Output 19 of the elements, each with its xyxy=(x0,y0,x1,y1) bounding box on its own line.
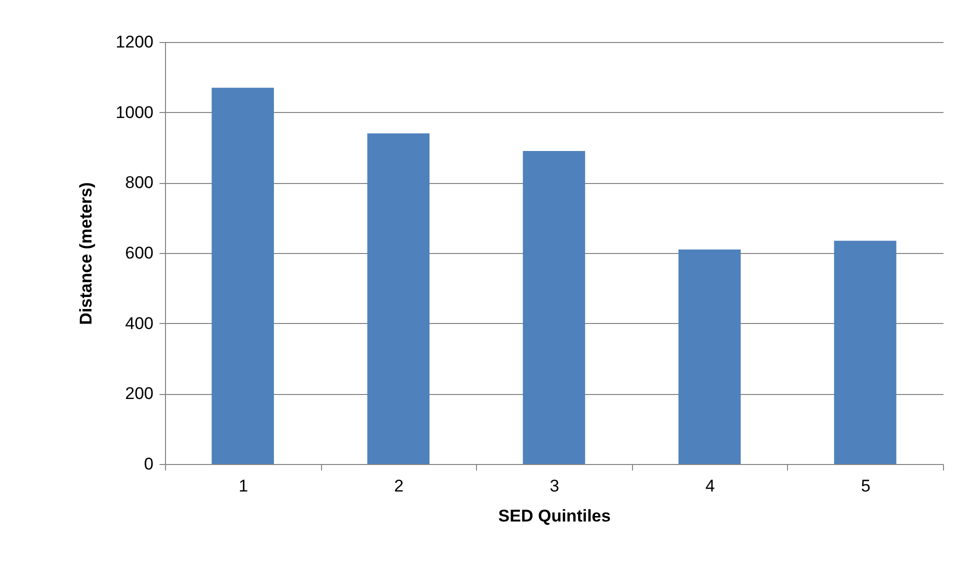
y-tick-label: 1000 xyxy=(116,102,154,122)
bar xyxy=(834,240,896,464)
bar xyxy=(367,133,430,464)
bar xyxy=(678,249,741,464)
y-axis-title: Distance (meters) xyxy=(76,182,96,325)
y-tick-label: 0 xyxy=(144,454,154,474)
x-axis-title: SED Quintiles xyxy=(498,506,611,526)
y-tick-label: 800 xyxy=(125,173,154,192)
y-tick-label: 600 xyxy=(125,244,154,262)
y-tick-label: 1200 xyxy=(116,32,154,52)
y-tick-label: 200 xyxy=(125,384,154,404)
bar xyxy=(522,151,586,464)
x-tick-label: 1 xyxy=(238,476,248,496)
x-tick-label: 2 xyxy=(394,476,404,496)
x-tick-label: 5 xyxy=(860,476,870,496)
x-tick-label: 4 xyxy=(705,476,715,496)
x-tick-label: 3 xyxy=(550,476,560,496)
bar xyxy=(212,88,274,464)
y-tick-label: 400 xyxy=(125,314,154,333)
